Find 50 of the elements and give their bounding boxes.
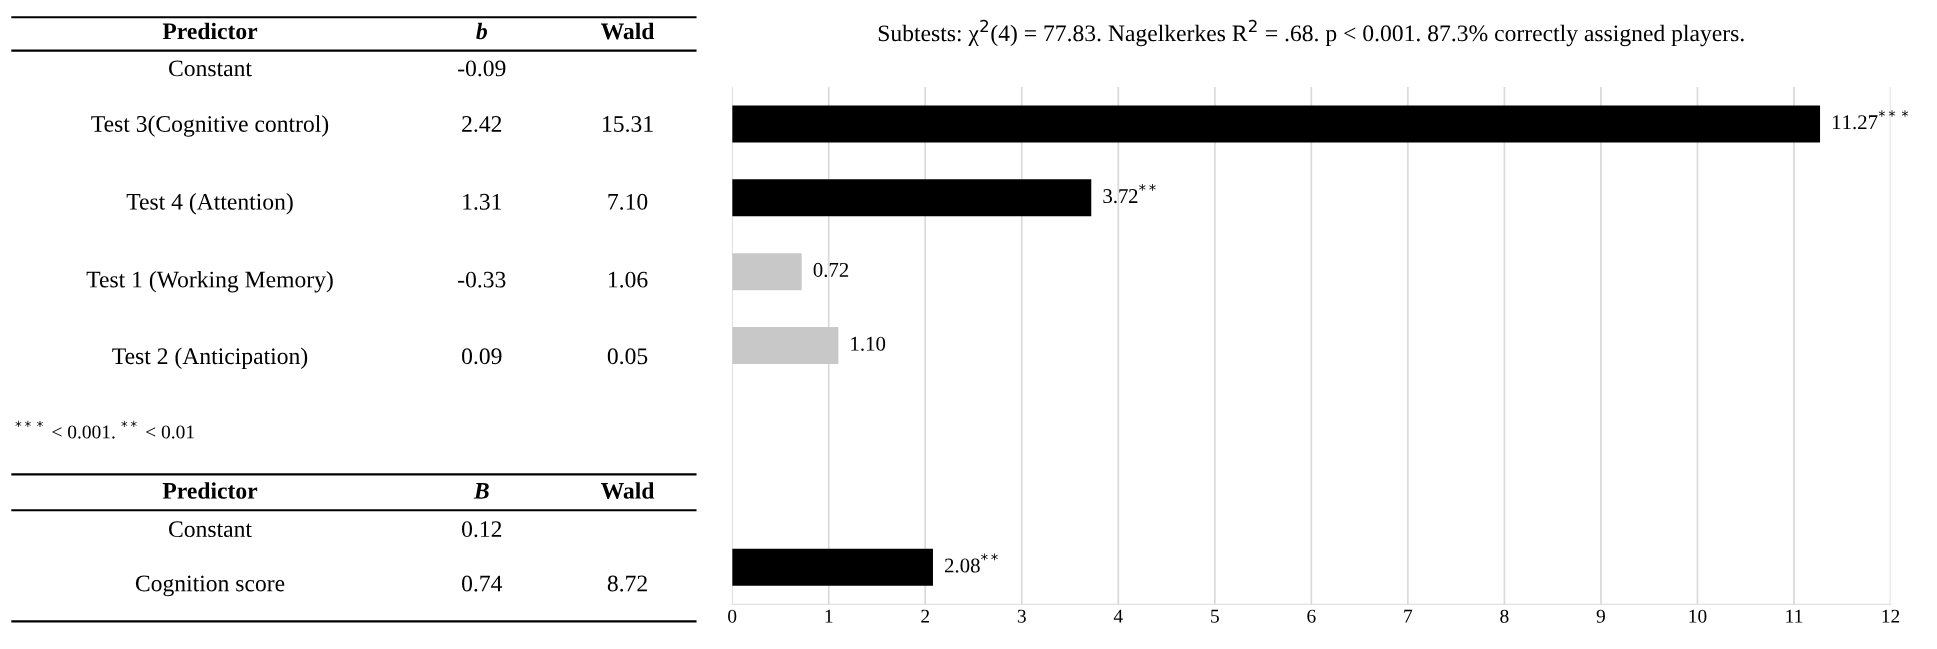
text: 2.42 (462, 116, 502, 133)
x-tick-label: 7 (1404, 609, 1413, 623)
data-label: 0.72 (813, 262, 849, 278)
text: 0.09 (462, 348, 502, 365)
text: 0.12 (462, 521, 502, 538)
x-tick-label: 12 (1882, 609, 1900, 623)
text: Constant (169, 60, 252, 77)
text: Test 2 (Anticipation) (112, 347, 308, 369)
bar (732, 327, 839, 365)
text: -0.09 (458, 60, 506, 77)
text: Wald (600, 22, 655, 40)
text: $^{***}$ < 0.001. $^{**}$ < 0.01 (15, 420, 194, 439)
bar (732, 548, 933, 586)
x-tick-label: 9 (1596, 609, 1605, 623)
x-tick-label: 1 (825, 609, 833, 623)
x-tick-label: 3 (1017, 609, 1026, 623)
bar (732, 105, 1821, 143)
text: Predictor (162, 22, 258, 40)
text: 0.74 (462, 575, 503, 592)
text: Test 3(Cognitive control) (91, 115, 329, 137)
text: 8.72 (607, 575, 647, 592)
data-label: 1.10 (851, 336, 886, 351)
text: Test 4 (Attention) (126, 193, 293, 215)
x-tick-label: 2 (921, 609, 930, 623)
x-tick-label: 6 (1307, 609, 1316, 623)
x-tick-label: 5 (1211, 609, 1219, 623)
text: Constant (169, 521, 252, 538)
text: B (473, 483, 489, 499)
text: Predictor (162, 482, 258, 499)
data-label: 11.27$^{***}$ (1832, 110, 1909, 130)
text: 1.31 (463, 193, 502, 210)
chart-title: Subtests: χ$^{2}$(4) = 77.83. Nagelkerkes R$^{2}$ = .68. p < 0.001. 87.3% correctly assigned players. (878, 19, 1744, 47)
text: Cognition score (135, 575, 285, 597)
text: Wald (600, 482, 655, 499)
text: 7.10 (608, 193, 648, 210)
text: b (476, 22, 487, 40)
bar (732, 253, 802, 291)
text: 1.06 (608, 271, 648, 288)
text: 15.31 (603, 116, 653, 133)
text: Test 1 (Working Memory) (86, 270, 333, 293)
data-label: 2.08$^{**}$ (944, 553, 998, 573)
text: -0.33 (458, 271, 506, 288)
text: 0.05 (607, 348, 648, 365)
x-tick-label: 8 (1500, 609, 1509, 623)
x-tick-label: 0 (728, 609, 737, 623)
bar (732, 179, 1092, 217)
x-tick-label: 10 (1689, 609, 1707, 623)
x-tick-label: 4 (1113, 609, 1123, 623)
x-tick-label: 11 (1786, 609, 1803, 623)
data-label: 3.72$^{**}$ (1103, 184, 1156, 204)
